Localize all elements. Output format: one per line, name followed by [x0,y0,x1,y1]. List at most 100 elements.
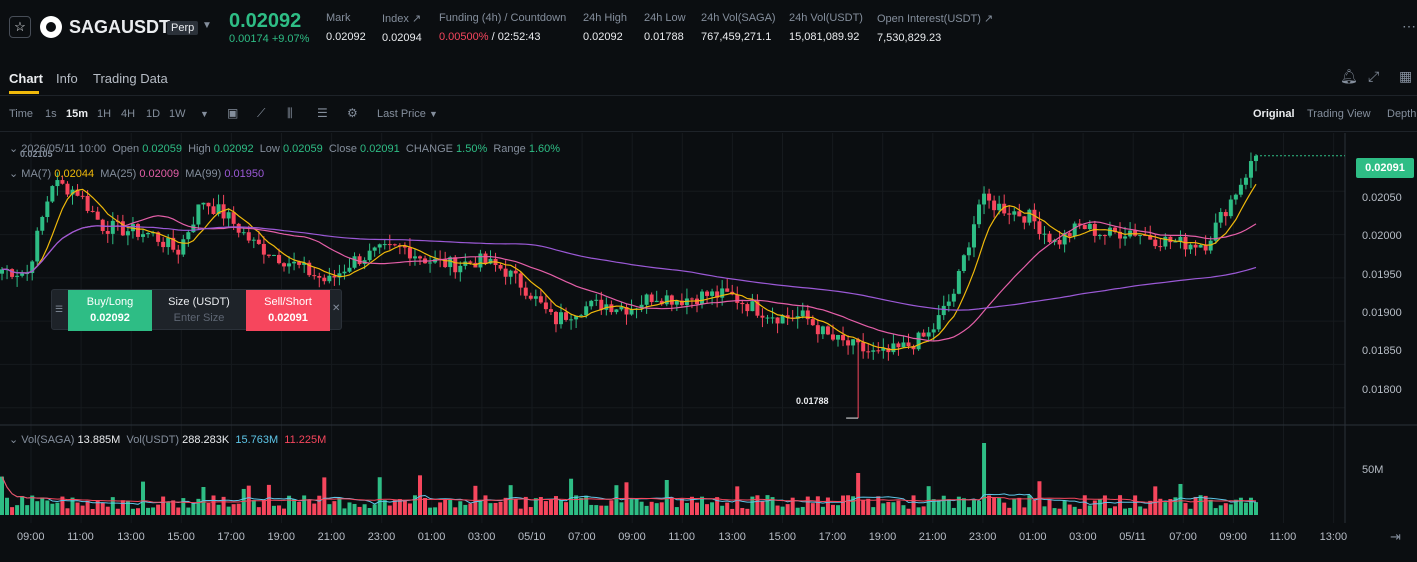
volume-bar [1092,500,1097,515]
volume-bar [1027,495,1032,515]
chart-area[interactable]: ⌄ 2026/05/11 10:00 Open 0.02059 High 0.0… [0,133,1417,562]
drag-handle-icon[interactable]: ☰ [55,304,64,314]
candle-body [367,250,372,261]
candle-body [241,232,246,234]
candle-body [609,304,614,313]
volume-bar [982,443,987,515]
stat-index[interactable]: Index ↗ 0.02094 [382,12,422,44]
candlestick-chart[interactable] [0,133,1417,562]
volume-bar [156,504,161,515]
volume-bar [1112,506,1117,515]
candle-body [770,317,775,319]
collapse-chevron-icon[interactable]: ⌄ [9,434,19,446]
candle-body [881,348,886,351]
gear-icon[interactable]: ⚙ [347,106,358,120]
candle-body [543,302,548,310]
candle-body [523,287,528,296]
candle-body [1178,236,1183,242]
candle-body [60,180,65,184]
candle-body [1002,203,1007,214]
interval-15m[interactable]: 15m [66,108,89,120]
candle-body [574,316,579,320]
interval-1s[interactable]: 1s [45,108,57,120]
candle-body [700,291,705,305]
volume-bar [548,499,553,515]
candle-body [488,258,493,264]
candle-body [926,332,931,337]
sell-short-button[interactable]: Sell/Short 0.02091 [246,290,330,331]
buy-long-button[interactable]: Buy/Long 0.02092 [68,290,152,331]
volume-bar [463,504,468,515]
volume-bar [876,496,881,515]
price-axis-label: 0.01800 [1362,384,1402,396]
candle-body [710,291,715,296]
favorite-star-icon[interactable]: ☆ [9,16,31,38]
settings-list-icon[interactable]: ☰ [317,106,328,120]
candle-body [982,193,987,205]
indicator-chart-icon[interactable]: ⟋ [257,106,266,120]
symbol-dropdown-chevron-icon[interactable]: ▼ [202,20,212,31]
interval-4h[interactable]: 4H [121,108,136,120]
collapse-chevron-icon[interactable]: ⌄ [9,168,19,180]
candle-body [624,307,629,315]
tab-info[interactable]: Info [56,71,78,86]
stat-open-interest[interactable]: Open Interest(USDT) ↗ 7,530,829.23 [877,12,993,44]
bell-icon[interactable]: 🔔︎ [1340,68,1358,84]
price-source-select[interactable]: Last Price ▼ [377,108,438,120]
size-placeholder[interactable]: Enter Size [173,312,225,324]
time-axis-label: 19:00 [267,531,296,543]
candle-body [936,315,941,330]
symbol-name[interactable]: SAGAUSDT [69,17,171,37]
candle-body [977,204,982,225]
time-axis-label: 13:00 [1319,531,1348,543]
volume-bar [70,497,75,515]
interval-time[interactable]: Time [9,108,34,120]
view-depth[interactable]: Depth [1387,108,1417,120]
stat-label[interactable]: Index ↗ [382,13,422,25]
volume-bar [115,508,120,515]
candle-body [589,300,594,307]
volume-bar [1082,495,1087,515]
candle-body [1243,177,1248,185]
candle-body [1188,244,1193,250]
volume-bar [211,495,216,515]
candle-body [1223,212,1228,217]
expand-icon[interactable]: ⤢ [1368,68,1380,84]
candle-body [1218,212,1223,223]
interval-1d[interactable]: 1D [146,108,161,120]
candle-body [443,258,448,268]
tab-trading-data[interactable]: Trading Data [93,71,168,86]
volume-bar [161,496,166,515]
candle-body [1007,213,1012,215]
volume-bar [1173,497,1178,515]
volume-bar [317,495,322,515]
volume-bar [886,501,891,515]
view-original[interactable]: Original [1253,108,1295,120]
grid-layout-icon[interactable]: ▦ [1399,68,1413,84]
volume-bar [125,500,130,515]
tab-chart[interactable]: Chart [9,71,43,86]
volume-bar [1102,495,1107,515]
volume-bar [307,499,312,515]
view-trading-view[interactable]: Trading View [1307,108,1371,120]
candle-body [256,239,261,244]
collapse-chevron-icon[interactable]: ⌄ [9,143,19,155]
interval-1h[interactable]: 1H [97,108,112,120]
volume-bar [720,505,725,515]
candle-body [282,263,287,267]
candle-body [1067,233,1072,237]
volume-bar [271,505,276,515]
more-options-icon[interactable]: ⋯ [1402,18,1416,34]
interval-dropdown-chevron-icon[interactable]: ▼ [200,109,209,119]
low-mark-label: 0.01788 [796,396,829,406]
volume-bar [780,506,785,515]
size-input[interactable]: Size (USDT) Enter Size [152,290,246,331]
candle-type-icon[interactable]: ⫼ [287,106,293,120]
close-icon[interactable]: ✕ [332,303,341,314]
calendar-icon[interactable]: ▣ [227,106,239,120]
scale-toggle-icon[interactable]: ⇥ [1390,529,1401,544]
interval-1w[interactable]: 1W [169,108,186,120]
last-price: 0.02092 [229,10,302,32]
stat-label[interactable]: Open Interest(USDT) ↗ [877,13,994,25]
candle-body [347,267,352,272]
